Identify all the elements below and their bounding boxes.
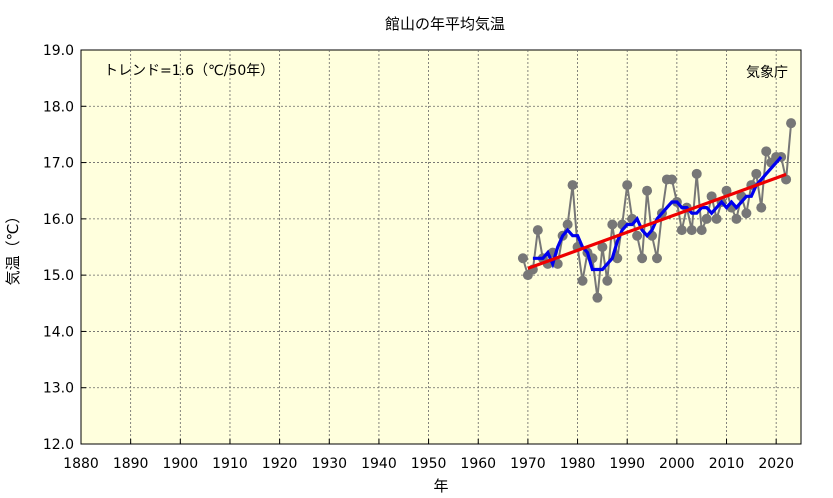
annual-data-point — [602, 275, 613, 286]
y-axis-label: 気温（℃） — [4, 209, 22, 286]
x-tick-label: 1900 — [162, 456, 198, 472]
trend-line — [527, 172, 787, 270]
y-tick-label: 12.0 — [43, 437, 74, 453]
annual-data-point — [666, 174, 677, 185]
annual-data-point — [701, 213, 712, 224]
annual-data-point — [652, 253, 662, 264]
grid — [81, 50, 801, 444]
annual-data-point — [686, 225, 697, 236]
x-tick-label: 1930 — [311, 456, 347, 472]
x-tick-label: 1890 — [113, 456, 149, 472]
x-tick-label: 1940 — [361, 456, 397, 472]
x-axis: 1880 1890 1900 1910 1920 1930 1940 1950 1960 1970… — [63, 439, 794, 472]
moving-average-line — [532, 155, 783, 272]
series-layer — [517, 118, 797, 303]
x-tick-label: 1950 — [411, 456, 447, 472]
annual-data-point — [517, 253, 528, 264]
annual-data-point — [597, 242, 608, 252]
annual-data-point — [552, 258, 563, 269]
x-tick-label: 2010 — [709, 456, 745, 472]
annual-data-point — [622, 180, 633, 191]
annual-data-point — [532, 225, 543, 236]
annual-data-point — [691, 168, 702, 179]
annual-data-point — [761, 146, 772, 157]
annual-data-point — [612, 253, 623, 264]
x-tick-label: 1920 — [262, 456, 298, 472]
x-tick-label: 2020 — [758, 456, 794, 472]
x-tick-label: 1880 — [63, 456, 99, 472]
annual-data-point — [696, 225, 707, 236]
y-tick-label: 13.0 — [43, 381, 74, 397]
y-tick-label: 14.0 — [43, 324, 74, 340]
annual-data-point — [731, 213, 742, 224]
x-tick-label: 1990 — [609, 456, 645, 472]
x-tick-label: 1980 — [560, 456, 596, 472]
annual-data-point — [711, 213, 722, 224]
x-tick-label: 1970 — [510, 456, 546, 472]
annual-data-point — [637, 253, 648, 264]
annual-data-point — [721, 185, 732, 196]
y-tick-label: 15.0 — [43, 268, 74, 284]
annual-data-point — [607, 219, 618, 230]
x-tick-label: 1960 — [460, 456, 496, 472]
y-tick-label: 18.0 — [43, 99, 74, 115]
annual-data-point — [562, 219, 573, 230]
y-axis: 12.0 13.0 14.0 15.0 16.0 17.0 18.0 19.0 — [43, 43, 86, 453]
annual-data-point — [786, 118, 797, 129]
trend-label: トレンド=1.6（℃/50年） — [104, 63, 274, 79]
source-label: 気象庁 — [746, 65, 788, 81]
annual-data-point — [676, 225, 687, 236]
y-tick-label: 19.0 — [43, 43, 74, 59]
annual-data-point — [632, 230, 643, 241]
annual-data-point — [706, 191, 717, 202]
x-tick-label: 2000 — [659, 456, 695, 472]
annual-data-point — [756, 202, 767, 213]
chart-title: 館山の年平均気温 — [385, 15, 505, 33]
annual-data-point — [592, 292, 603, 303]
x-tick-label: 1910 — [212, 456, 248, 472]
annual-data-point — [642, 185, 653, 196]
annual-data-point — [751, 168, 762, 179]
x-axis-label: 年 — [433, 477, 448, 495]
annual-data-point — [741, 208, 752, 219]
y-tick-label: 16.0 — [43, 212, 74, 228]
plot-area — [80, 49, 802, 445]
annual-data-point — [567, 180, 578, 191]
annual-data-point — [577, 275, 588, 286]
y-tick-label: 17.0 — [43, 156, 74, 172]
